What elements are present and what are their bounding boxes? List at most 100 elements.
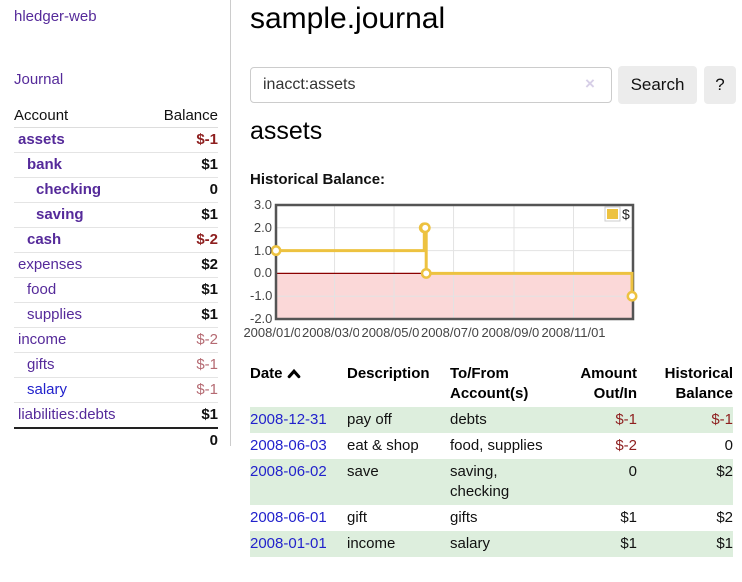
search-button[interactable]: Search <box>618 66 697 104</box>
transaction-amount: $-2 <box>615 437 637 454</box>
clear-search-icon[interactable]: × <box>585 74 595 93</box>
transaction-amount: $-1 <box>615 411 637 428</box>
account-row: liabilities:debts $1 <box>14 402 218 428</box>
transaction-accounts: food, supplies <box>450 437 543 454</box>
y-axis-label: 0.0 <box>253 265 272 281</box>
y-axis-label: -1.0 <box>250 288 273 304</box>
account-balance: $1 <box>201 306 218 323</box>
account-balance: $1 <box>201 156 218 173</box>
accounts-table-body: assets $-1 bank $1 checking 0 saving $1 cash $-2 e… <box>14 127 218 428</box>
account-row: saving $1 <box>14 202 218 228</box>
account-row: cash $-2 <box>14 227 218 253</box>
account-balance: $2 <box>201 256 218 273</box>
transaction-accounts: debts <box>450 411 487 428</box>
account-row: assets $-1 <box>14 127 218 153</box>
legend-swatch <box>607 209 618 219</box>
register-header-accounts: To/From Account(s) <box>450 365 529 402</box>
x-axis-label: 2008/03/01 <box>299 325 370 340</box>
accounts-total-spacer <box>14 427 147 453</box>
account-row: salary $-1 <box>14 377 218 403</box>
account-link[interactable]: saving <box>36 206 84 223</box>
y-axis-label: 2.0 <box>253 219 272 235</box>
register-row: 2008-12-31 pay off debts $-1 $-1 <box>250 407 733 433</box>
account-balance: $-1 <box>196 381 218 398</box>
account-balance: 0 <box>209 181 218 198</box>
transaction-balance: $1 <box>716 535 733 552</box>
account-link[interactable]: salary <box>27 381 68 398</box>
sidebar: hledger-web Journal Account Balance asse… <box>0 0 231 453</box>
register-row: 2008-06-02 save saving, checking 0 $2 <box>250 459 733 505</box>
account-link[interactable]: expenses <box>18 256 83 273</box>
register-header-description: Description <box>347 365 430 382</box>
account-balance: $-1 <box>196 356 218 373</box>
search-input[interactable] <box>250 67 612 103</box>
account-balance: $-1 <box>196 131 218 148</box>
account-link[interactable]: assets <box>18 131 65 148</box>
transaction-description: save <box>347 463 379 480</box>
register-header-row: Date Description To/From Account(s) Amou… <box>250 361 733 407</box>
register-row: 2008-06-01 gift gifts $1 $2 <box>250 505 733 531</box>
transaction-description: pay off <box>347 411 392 428</box>
transaction-accounts: saving, checking <box>450 463 510 500</box>
journal-link[interactable]: Journal <box>14 71 64 88</box>
help-button[interactable]: ? <box>704 66 736 104</box>
transaction-date-link[interactable]: 2008-06-01 <box>250 509 327 526</box>
account-row: checking 0 <box>14 177 218 203</box>
account-link[interactable]: liabilities:debts <box>18 406 116 423</box>
historical-balance-label: Historical Balance: <box>250 171 386 188</box>
account-link[interactable]: bank <box>27 156 63 173</box>
account-link[interactable]: checking <box>36 181 102 198</box>
account-row: bank $1 <box>14 152 218 178</box>
account-balance: $-2 <box>196 231 218 248</box>
account-row: supplies $1 <box>14 302 218 328</box>
account-row: food $1 <box>14 277 218 303</box>
legend-label: $ <box>622 206 630 222</box>
account-link[interactable]: food <box>27 281 57 298</box>
search-bar: × Search ? <box>250 66 742 104</box>
x-axis-label: 2008/07/01 <box>418 325 489 340</box>
accounts-header-account: Account <box>14 105 147 128</box>
x-axis-label: 2008/11/01 <box>538 325 609 340</box>
account-link[interactable]: supplies <box>27 306 83 323</box>
transaction-date-link[interactable]: 2008-01-01 <box>250 535 327 552</box>
transaction-description: income <box>347 535 396 552</box>
page-title: sample.journal <box>250 2 446 35</box>
transaction-balance: $2 <box>716 463 733 480</box>
register-table: Date Description To/From Account(s) Amou… <box>250 361 733 557</box>
account-row: expenses $2 <box>14 252 218 278</box>
account-balance: $1 <box>201 406 218 423</box>
account-link[interactable]: cash <box>27 231 62 248</box>
transaction-date-link[interactable]: 2008-06-02 <box>250 463 327 480</box>
register-table-body: 2008-12-31 pay off debts $-1 $-1 2008-06-03 ea… <box>250 407 733 557</box>
register-header-balance: Historical Balance <box>664 365 733 402</box>
data-point-marker <box>270 245 282 257</box>
brand-link[interactable]: hledger-web <box>14 8 97 25</box>
register-header-amount: Amount Out/In <box>580 365 637 402</box>
plot-border <box>274 203 635 321</box>
data-point-marker <box>626 290 638 302</box>
account-balance: $1 <box>201 281 218 298</box>
account-link[interactable]: income <box>18 331 67 348</box>
transaction-amount: $1 <box>620 535 637 552</box>
transaction-date-link[interactable]: 2008-06-03 <box>250 437 327 454</box>
transaction-date-link[interactable]: 2008-12-31 <box>250 411 327 428</box>
accounts-total-value: 0 <box>146 427 218 453</box>
y-axis-label: -2.0 <box>250 311 273 326</box>
transaction-amount: $1 <box>620 509 637 526</box>
transaction-balance: 0 <box>724 437 733 454</box>
x-axis-label: 2008/09/01 <box>479 325 549 340</box>
accounts-total-row: 0 <box>14 427 218 453</box>
chart-canvas: $ <box>270 203 638 321</box>
account-link[interactable]: gifts <box>27 356 55 373</box>
x-axis-label: 2008/05/01 <box>359 325 430 340</box>
x-axis-label: 2008/01/01 <box>241 325 311 340</box>
register-header-date[interactable]: Date <box>250 361 347 407</box>
data-point-marker <box>419 222 431 234</box>
transaction-accounts: salary <box>450 535 491 552</box>
account-balance: $-2 <box>196 331 218 348</box>
register-row: 2008-01-01 income salary $1 $1 <box>250 531 733 557</box>
sort-asc-icon <box>287 368 300 379</box>
transaction-balance: $-1 <box>711 411 733 428</box>
register-header-date-label: Date <box>250 365 283 382</box>
transaction-description: gift <box>347 509 368 526</box>
